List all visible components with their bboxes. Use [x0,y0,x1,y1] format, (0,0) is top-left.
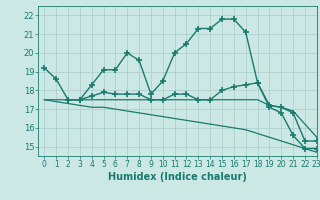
X-axis label: Humidex (Indice chaleur): Humidex (Indice chaleur) [108,172,247,182]
